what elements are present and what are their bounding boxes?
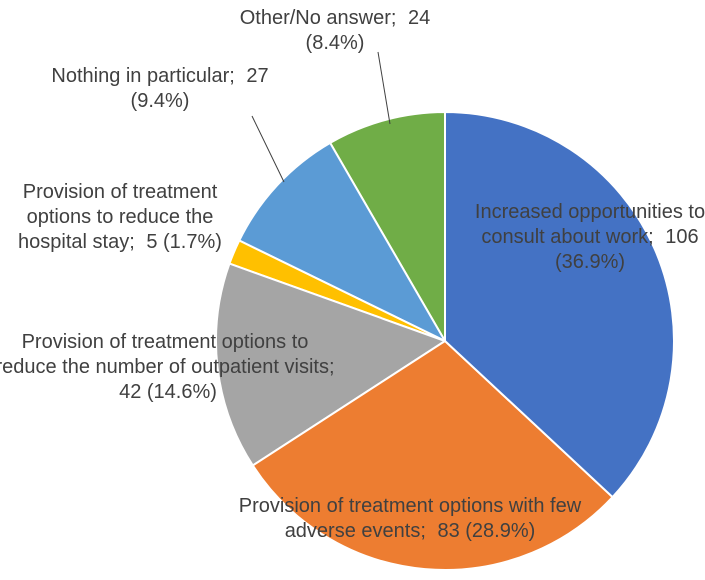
slice-label: Other/No answer; 24 (8.4%) [235,6,435,56]
pie-slice [444,110,675,499]
value-label: 24 (8.4%) [305,7,431,54]
pie-slice [215,262,448,467]
leader-line [377,51,391,125]
slice-label: Provision of treatment options to reduce… [0,180,240,255]
value-label: 5 (1.7%) [146,231,222,253]
slice-label: Provision of treatment options to reduce… [0,330,335,405]
value-label: 83 (28.9%) [437,520,536,542]
pie-slice [328,110,446,345]
slice-label: Nothing in particular; 27 (9.4%) [20,64,300,114]
pie-slice [251,339,614,571]
slice-label: Increased opportunities to consult about… [465,200,705,275]
category-label: Provision of treatment options with few … [238,495,582,542]
category-label: Other/No answer; [239,7,397,29]
category-label: Nothing in particular; [51,65,235,87]
pie-slice [237,141,448,344]
value-label: 106 (36.9%) [554,226,699,273]
category-label: Provision of treatment options to reduce… [18,181,218,253]
leader-line [251,115,285,183]
slice-label: Provision of treatment options with few … [225,494,595,544]
value-label: 42 (14.6%) [119,381,217,403]
category-label: Provision of treatment options to reduce… [0,331,335,378]
category-label: Increased opportunities to consult about… [474,201,705,248]
value-label: 27 (9.4%) [130,65,269,112]
